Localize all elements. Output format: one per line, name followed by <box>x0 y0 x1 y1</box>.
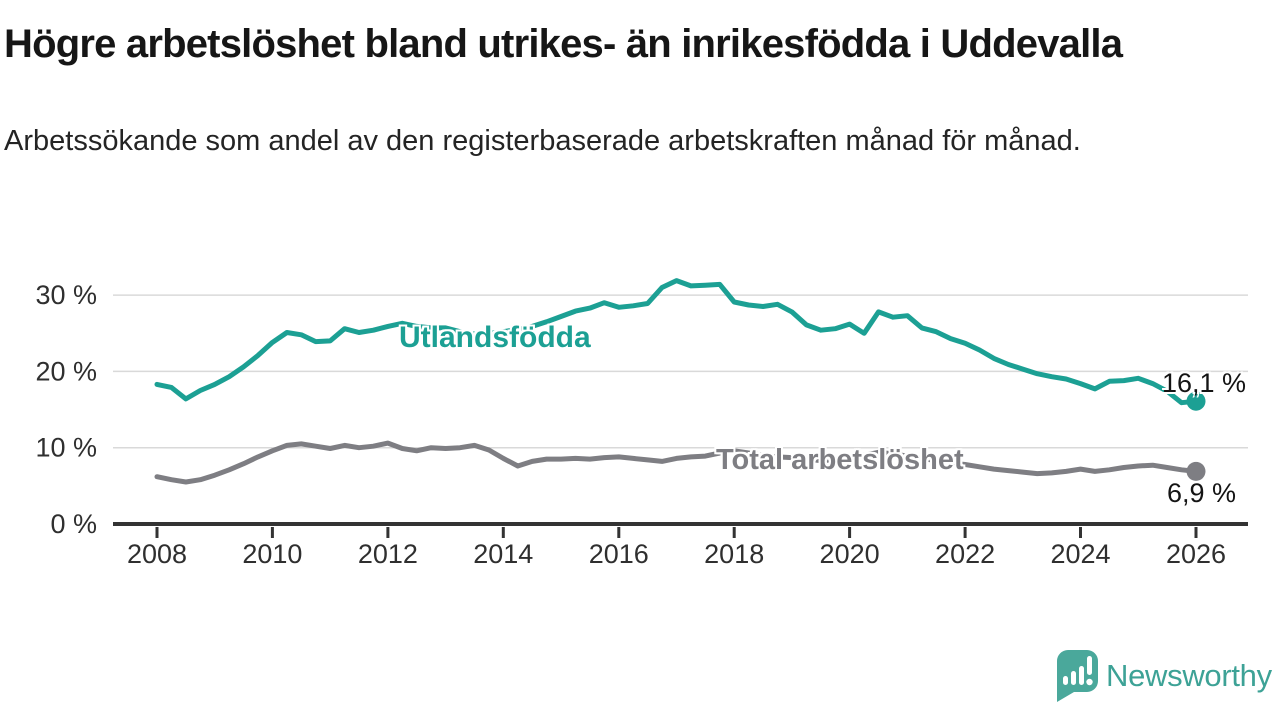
page-subtitle: Arbetssökande som andel av den registerb… <box>4 125 1081 157</box>
series-label-utlandsfodda: Utlandsfödda <box>399 321 591 354</box>
page-title: Högre arbetslöshet bland utrikes- än inr… <box>4 22 1123 66</box>
series-label-total-arbetsloshet: Total arbetslöshet <box>716 444 964 476</box>
newsworthy-logo-icon <box>1057 650 1098 702</box>
x-tick-label: 2020 <box>820 539 880 569</box>
x-tick-label: 2014 <box>473 539 533 569</box>
y-tick-label: 0 % <box>50 509 97 539</box>
x-tick-label: 2008 <box>127 539 187 569</box>
end-value-label-utlandsfodda: 16,1 % <box>1162 368 1247 398</box>
newsworthy-wordmark: Newsworthy <box>1106 658 1272 693</box>
series-end-dot-1 <box>1186 461 1206 481</box>
x-tick-label: 2016 <box>589 539 649 569</box>
x-tick-label: 2026 <box>1166 539 1226 569</box>
newsworthy-branding: Newsworthy <box>1052 648 1280 708</box>
x-tick-label: 2018 <box>704 539 764 569</box>
x-tick-label: 2010 <box>242 539 302 569</box>
series-end-dot-0 <box>1186 391 1206 411</box>
series-line-0 <box>154 278 1199 406</box>
x-tick-label: 2024 <box>1050 539 1110 569</box>
end-value-label-total-arbetsloshet: 6,9 % <box>1167 478 1237 508</box>
y-tick-label: 30 % <box>35 280 97 310</box>
y-tick-label: 20 % <box>35 356 97 386</box>
x-tick-label: 2012 <box>358 539 418 569</box>
x-tick-label: 2022 <box>935 539 995 569</box>
series-line-1 <box>154 440 1199 485</box>
y-tick-label: 10 % <box>35 433 97 463</box>
